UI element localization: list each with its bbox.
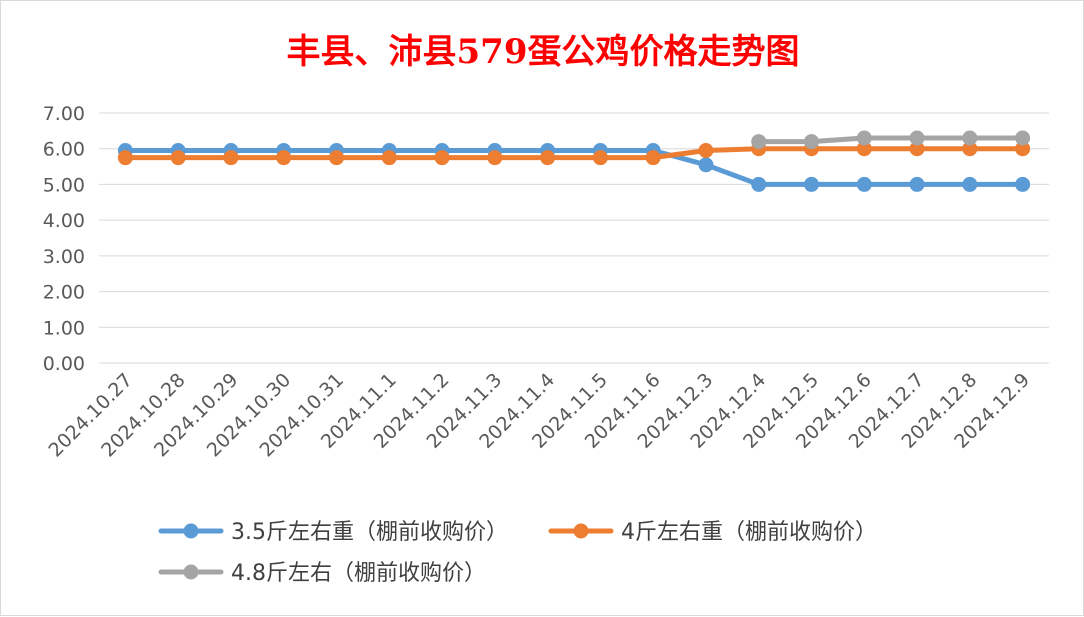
- legend-marker: [183, 564, 199, 580]
- legend-marker: [573, 523, 589, 539]
- data-point: [804, 176, 819, 192]
- y-tick-label: 6.00: [43, 139, 85, 161]
- chart-title: 丰县、沛县579蛋公鸡价格走势图: [287, 32, 800, 72]
- data-point: [751, 134, 767, 150]
- data-point: [856, 130, 872, 146]
- data-point: [645, 150, 661, 166]
- y-tick-label: 5.00: [43, 174, 85, 196]
- y-tick-label: 4.00: [43, 210, 85, 232]
- data-point: [329, 150, 344, 166]
- data-point: [698, 157, 714, 173]
- y-tick-label: 7.00: [43, 103, 85, 125]
- data-point: [856, 141, 872, 157]
- data-point: [1015, 176, 1031, 192]
- y-tick-label: 2.00: [43, 282, 85, 304]
- y-tick-label: 0.00: [43, 353, 85, 375]
- y-tick-label: 3.00: [43, 246, 85, 268]
- legend-label: 4.8斤左右（棚前收购价）: [231, 561, 486, 586]
- data-point: [117, 150, 133, 166]
- data-point: [856, 176, 872, 192]
- data-point: [1015, 130, 1031, 146]
- data-point: [804, 134, 819, 150]
- data-point: [540, 150, 556, 166]
- data-point: [381, 150, 397, 166]
- legend-marker: [183, 523, 199, 539]
- data-point: [962, 141, 978, 157]
- series-line: [756, 135, 1026, 145]
- series-line: [122, 146, 1026, 161]
- data-point: [909, 130, 925, 146]
- data-point: [592, 150, 608, 166]
- series-line: [122, 148, 1026, 187]
- data-point: [223, 150, 239, 166]
- data-point: [698, 143, 714, 158]
- data-point: [909, 176, 925, 192]
- data-point: [434, 150, 450, 166]
- legend-label: 4斤左右重（棚前收购价）: [621, 520, 877, 545]
- data-point: [962, 176, 978, 192]
- data-point: [487, 150, 503, 166]
- data-point: [909, 141, 925, 157]
- data-point: [276, 150, 292, 166]
- legend-label: 3.5斤左右重（棚前收购价）: [231, 520, 508, 545]
- y-tick-label: 1.00: [43, 317, 85, 339]
- data-point: [751, 176, 767, 192]
- data-point: [962, 130, 978, 146]
- data-point: [1015, 141, 1031, 157]
- data-point: [170, 150, 186, 166]
